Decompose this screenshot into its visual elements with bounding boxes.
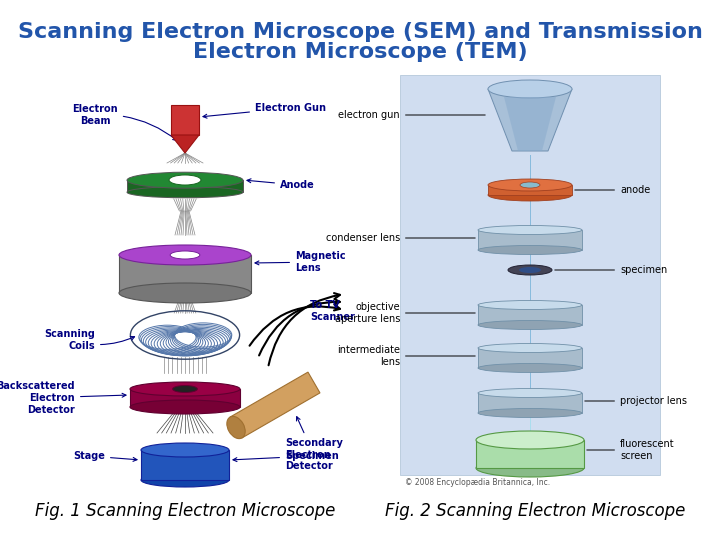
Ellipse shape — [170, 251, 200, 259]
Text: Magnetic
Lens: Magnetic Lens — [255, 251, 346, 273]
Ellipse shape — [127, 187, 243, 198]
Polygon shape — [171, 135, 199, 153]
Text: Electron Microscope (TEM): Electron Microscope (TEM) — [193, 42, 527, 62]
Ellipse shape — [478, 343, 582, 353]
Ellipse shape — [127, 172, 243, 188]
Text: Scanning
Coils: Scanning Coils — [44, 329, 135, 351]
Bar — [476, 440, 584, 468]
Text: Scanning Electron Microscope (SEM) and Transmission: Scanning Electron Microscope (SEM) and T… — [17, 22, 703, 42]
Text: Fig. 1 Scanning Electron Microscope: Fig. 1 Scanning Electron Microscope — [35, 502, 336, 520]
Ellipse shape — [478, 363, 582, 373]
Ellipse shape — [169, 175, 201, 185]
Text: Secondary
Electron
Detector: Secondary Electron Detector — [285, 417, 343, 471]
Ellipse shape — [227, 416, 246, 438]
Ellipse shape — [488, 189, 572, 201]
Ellipse shape — [476, 459, 584, 477]
Ellipse shape — [130, 400, 240, 414]
Ellipse shape — [141, 443, 229, 457]
Text: fluorescent
screen: fluorescent screen — [587, 439, 675, 461]
Bar — [478, 348, 582, 368]
Ellipse shape — [488, 179, 572, 191]
Polygon shape — [504, 97, 556, 151]
Ellipse shape — [141, 473, 229, 487]
Text: Electron Gun: Electron Gun — [203, 103, 326, 118]
Bar — [478, 393, 582, 413]
Text: Specimen: Specimen — [233, 451, 338, 462]
Bar — [130, 389, 240, 407]
Ellipse shape — [478, 226, 582, 234]
Text: condenser lens: condenser lens — [325, 233, 475, 243]
Ellipse shape — [520, 182, 540, 188]
Bar — [478, 305, 582, 325]
Text: projector lens: projector lens — [585, 396, 687, 406]
Text: specimen: specimen — [555, 265, 667, 275]
Text: To TV
Scanner: To TV Scanner — [310, 300, 355, 322]
Text: Electron
Beam: Electron Beam — [72, 104, 177, 140]
Text: electron gun: electron gun — [338, 110, 485, 120]
Text: Anode: Anode — [247, 179, 315, 190]
Text: Fig. 2 Scanning Electron Microscope: Fig. 2 Scanning Electron Microscope — [384, 502, 685, 520]
Ellipse shape — [508, 265, 552, 275]
Text: © 2008 Encyclopædia Britannica, Inc.: © 2008 Encyclopædia Britannica, Inc. — [405, 478, 550, 487]
Ellipse shape — [119, 283, 251, 303]
Bar — [478, 230, 582, 250]
Polygon shape — [488, 89, 572, 151]
Text: Backscattered
Electron
Detector: Backscattered Electron Detector — [0, 381, 126, 415]
Ellipse shape — [478, 388, 582, 397]
Text: objective
aperture lens: objective aperture lens — [335, 302, 475, 324]
Bar — [488, 185, 572, 195]
Ellipse shape — [478, 246, 582, 254]
Bar — [141, 450, 229, 480]
Ellipse shape — [519, 267, 541, 273]
Ellipse shape — [478, 408, 582, 417]
Ellipse shape — [478, 300, 582, 309]
Text: intermediate
lens: intermediate lens — [337, 345, 475, 367]
Bar — [400, 75, 660, 475]
Ellipse shape — [476, 431, 584, 449]
Bar — [171, 105, 199, 135]
Text: anode: anode — [575, 185, 650, 195]
Polygon shape — [230, 372, 320, 438]
Ellipse shape — [130, 382, 240, 396]
Bar — [127, 180, 243, 192]
Ellipse shape — [488, 80, 572, 98]
Text: Stage: Stage — [73, 451, 137, 461]
Bar — [119, 255, 251, 293]
Ellipse shape — [119, 245, 251, 265]
Ellipse shape — [173, 386, 197, 393]
Ellipse shape — [478, 321, 582, 329]
